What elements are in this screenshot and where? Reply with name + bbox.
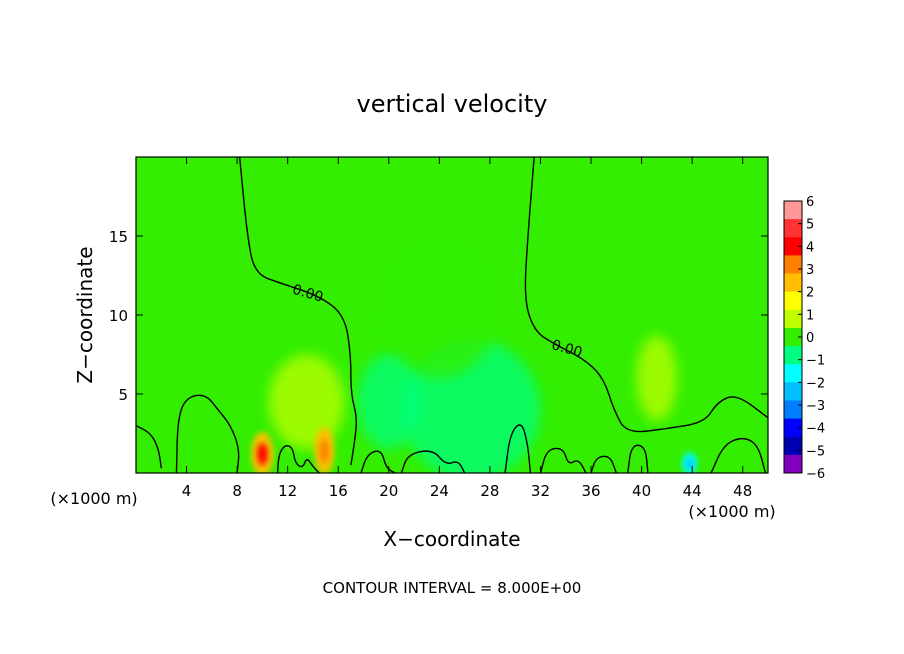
blob-pos-right (636, 335, 677, 421)
colorbar-label: 2 (806, 286, 814, 301)
y-tick-label: 10 (109, 307, 128, 325)
colorbar-label: −1 (806, 354, 825, 369)
colorbar-label: −2 (806, 376, 825, 391)
colorbar-swatch (784, 346, 802, 365)
x-tick-label: 12 (278, 482, 297, 500)
colorbar-swatch (784, 418, 802, 438)
blob-max-1-core (257, 442, 268, 466)
contour-loop-e (504, 424, 532, 473)
colorbar-swatch (784, 291, 802, 311)
colorbar-swatch (784, 454, 802, 474)
y-tick-label: 15 (109, 228, 128, 246)
contour-loop-h (627, 444, 649, 473)
blob-neg-43-core (686, 457, 694, 470)
x-unit-left: (×1000 m) (50, 489, 137, 508)
x-tick-label: 24 (430, 482, 449, 500)
y-axis: 5 10 15 (109, 228, 768, 404)
y-tick-label: 5 (118, 386, 128, 404)
x-unit-right: (×1000 m) (688, 502, 775, 521)
colorbar-label: 1 (806, 308, 814, 323)
contour-interval-note: CONTOUR INTERVAL = 8.000E+00 (323, 579, 582, 597)
x-tick-label: 16 (329, 482, 348, 500)
contour-loop-d (400, 450, 466, 473)
colorbar-swatch (784, 327, 802, 347)
colorbar-label: −3 (806, 399, 825, 414)
colorbar-label: 3 (806, 263, 814, 278)
colorbar-swatch (784, 255, 802, 275)
blob-pos-upper (268, 354, 345, 450)
colorbar-swatch (784, 436, 802, 456)
x-tick-label: 44 (683, 482, 702, 500)
contour-zero-left (238, 157, 357, 466)
contour-loop-i (710, 437, 767, 473)
x-tick-label: 20 (379, 482, 398, 500)
colorbar-label: −6 (806, 467, 825, 482)
contour-loop-b (276, 445, 320, 473)
contour-loop-g (590, 455, 617, 473)
blob-neg-mid (357, 354, 421, 450)
colorbar-label: 0 (806, 331, 814, 346)
contour-loop-c (360, 450, 396, 473)
x-tick-label: 48 (733, 482, 752, 500)
colorbar-label: 4 (806, 240, 814, 255)
colorbar-swatch (784, 219, 802, 238)
plot-area: 0.000.00 (135, 156, 769, 474)
x-tick-label: 4 (182, 482, 192, 500)
colorbar-swatch (784, 273, 802, 293)
chart-title: vertical velocity (357, 90, 548, 118)
colorbar-swatch (784, 382, 802, 401)
blob-max-2-core (319, 439, 329, 463)
colorbar-swatch (784, 400, 802, 420)
colorbar-label: 6 (806, 195, 814, 210)
colorbar: 6 5 4 3 2 1 0 −1 −2 −3 −4 −5 −6 (783, 195, 825, 482)
colorbar-swatch (784, 364, 802, 383)
colorbar-swatch (784, 309, 802, 329)
x-tick-label: 40 (632, 482, 651, 500)
x-tick-label: 36 (581, 482, 600, 500)
contour-loop-f (539, 447, 587, 473)
colorbar-swatch (784, 237, 802, 256)
x-tick-label: 32 (531, 482, 550, 500)
contour-loop-left-edge (136, 424, 162, 469)
blob-neg-plume (382, 251, 497, 379)
colorbar-label: −5 (806, 444, 825, 459)
colorbar-swatch (784, 201, 802, 220)
colorbar-label: −4 (806, 422, 825, 437)
x-axis-label: X−coordinate (383, 527, 520, 551)
colorbar-label: 5 (806, 218, 814, 233)
x-tick-label: 28 (480, 482, 499, 500)
x-tick-label: 8 (232, 482, 242, 500)
contour-zero-right (524, 157, 768, 433)
contour-loop-a (175, 394, 240, 473)
x-axis: 4 8 12 16 20 24 28 32 36 40 44 48 (182, 157, 752, 500)
y-axis-label: Z−coordinate (73, 246, 97, 383)
